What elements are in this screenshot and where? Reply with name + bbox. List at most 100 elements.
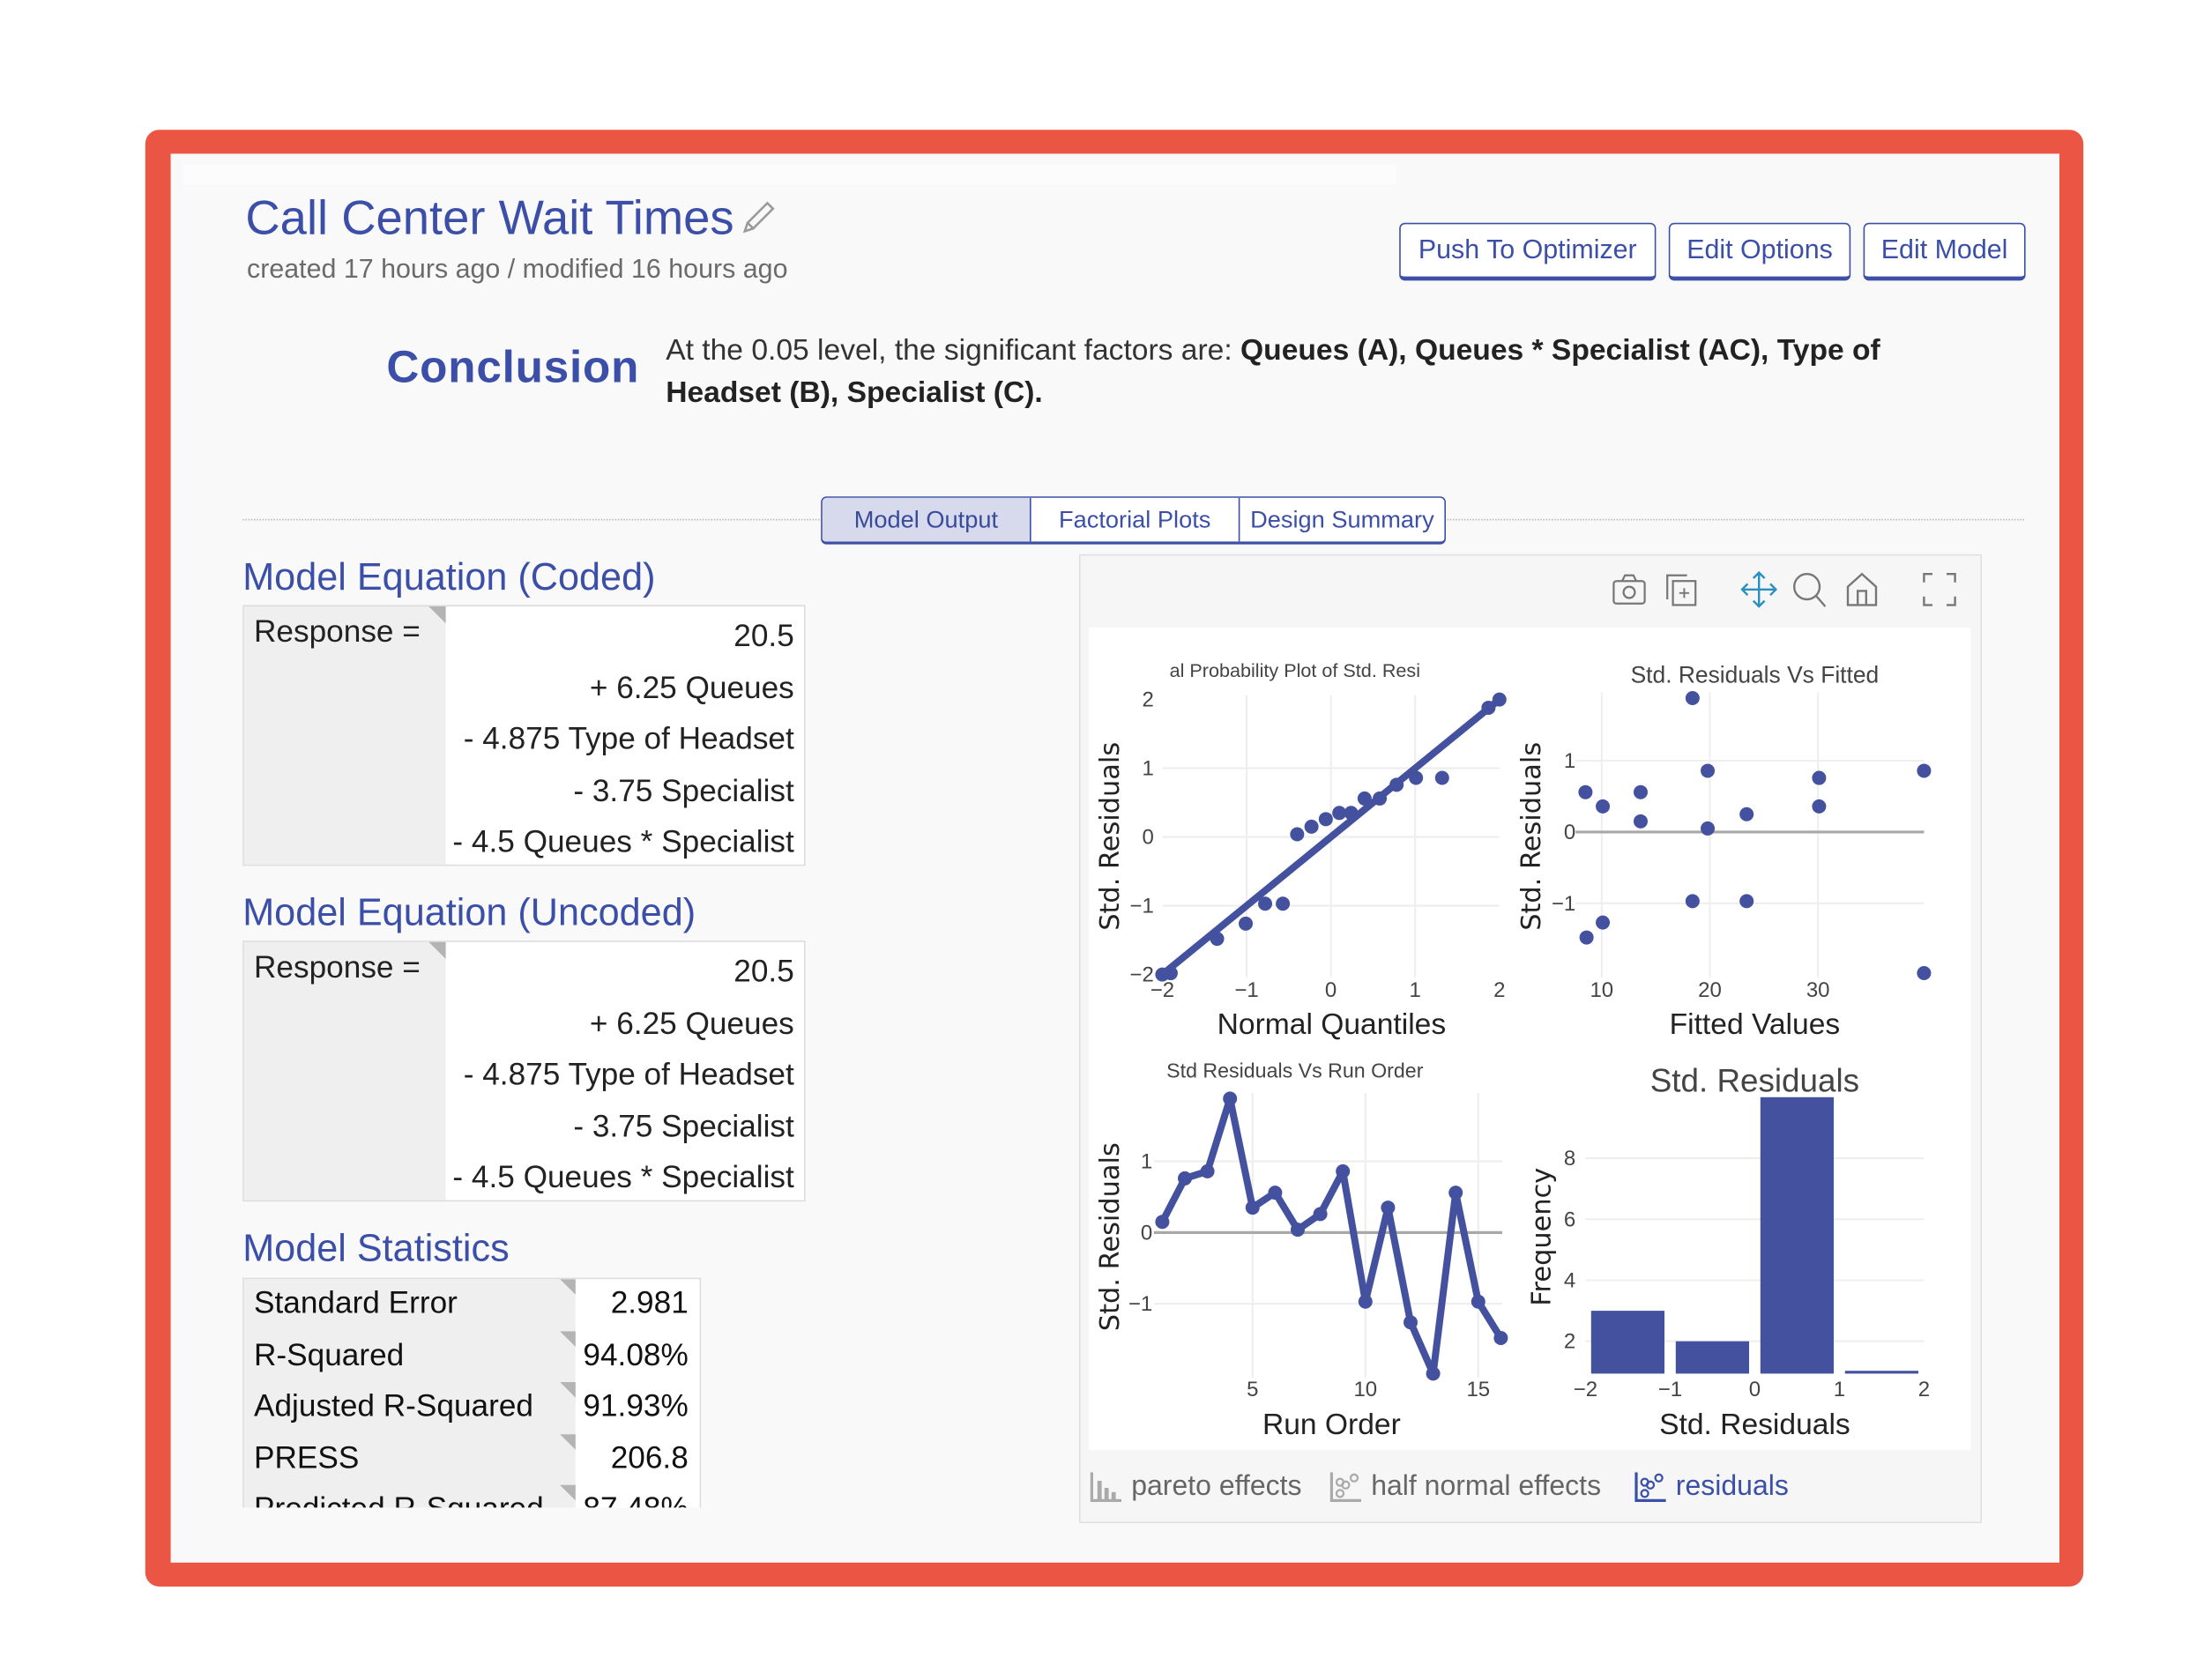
y-tick-label: −1: [1552, 892, 1575, 916]
y-axis-label: Frequency: [1526, 1168, 1557, 1306]
bar-chart-icon: [1090, 1472, 1122, 1503]
edit-model-button[interactable]: Edit Model: [1863, 222, 2026, 281]
data-point: [1258, 896, 1273, 911]
x-tick-label: 0: [1749, 1378, 1761, 1401]
x-axis-label: Run Order: [1262, 1409, 1401, 1441]
stat-label: PRESS: [254, 1438, 360, 1475]
data-point: [1318, 812, 1333, 827]
stat-value: 94.08%: [583, 1336, 689, 1372]
data-point: [1633, 814, 1648, 829]
x-axis-label: Std. Residuals: [1659, 1409, 1850, 1441]
model-statistics-title: Model Statistics: [242, 1227, 510, 1269]
plot-tab-residuals[interactable]: residuals: [1634, 1469, 1789, 1503]
x-tick-label: 1: [1834, 1378, 1845, 1401]
x-tick-label: 2: [1918, 1378, 1930, 1401]
stat-label: Adjusted R-Squared: [254, 1387, 533, 1424]
data-point: [1381, 1201, 1396, 1215]
data-point: [1245, 1201, 1260, 1215]
plot-tab-half-normal-effects[interactable]: half normal effects: [1329, 1469, 1601, 1503]
uncoded-equation-title: Model Equation (Uncoded): [242, 891, 696, 934]
plot-tab-pareto-effects[interactable]: pareto effects: [1089, 1469, 1302, 1503]
stat-label: R-Squared: [254, 1336, 405, 1372]
data-point: [1223, 1091, 1238, 1106]
uncoded-equation-table: Response = 20.5 + 6.25 Queues - 4.875 Ty…: [242, 940, 806, 1202]
zoom-icon[interactable]: [1791, 571, 1828, 608]
equation-term: - 4.875 Type of Headset: [463, 720, 794, 756]
x-tick-label: −1: [1658, 1378, 1682, 1401]
data-point: [1304, 819, 1319, 834]
data-point: [1373, 791, 1388, 806]
data-point: [1685, 894, 1700, 909]
stat-value: 206.8: [610, 1438, 689, 1475]
y-tick-label: 1: [1564, 749, 1575, 773]
data-point: [1579, 930, 1594, 945]
stat-row: Adjusted R-Squared 91.93%: [243, 1382, 700, 1434]
y-tick-label: 4: [1564, 1268, 1575, 1292]
data-point: [1917, 763, 1932, 778]
x-tick-label: 5: [1247, 1378, 1258, 1401]
data-point: [1434, 770, 1449, 785]
stat-row: Standard Error 2.981: [243, 1279, 700, 1331]
scatter-icon: [1329, 1472, 1362, 1503]
corner-marker: [560, 1433, 576, 1449]
data-point: [1268, 1186, 1283, 1201]
edit-options-button[interactable]: Edit Options: [1668, 222, 1851, 281]
data-point: [1493, 1330, 1508, 1345]
tab-model-output[interactable]: Model Output: [822, 497, 1031, 542]
equation-term: + 6.25 Queues: [589, 1005, 794, 1040]
coded-equation-title: Model Equation (Coded): [242, 555, 656, 598]
data-point: [1739, 807, 1754, 821]
data-point: [1210, 932, 1225, 947]
data-point: [1471, 1294, 1485, 1309]
conclusion-heading: Conclusion: [386, 341, 640, 392]
x-axis-label: Fitted Values: [1670, 1008, 1841, 1041]
data-point: [1426, 1366, 1441, 1381]
pan-icon[interactable]: [1740, 571, 1777, 608]
data-point: [1578, 784, 1593, 799]
x-tick-label: −1: [1234, 978, 1258, 1002]
y-tick-label: 0: [1142, 826, 1153, 850]
y-tick-label: 1: [1141, 1150, 1152, 1174]
tab-factorial-plots[interactable]: Factorial Plots: [1031, 497, 1240, 542]
scatter-icon: [1634, 1472, 1666, 1503]
equation-term: - 3.75 Specialist: [573, 1107, 794, 1143]
histogram-bar: [1844, 1371, 1918, 1374]
equation-lhs: Response =: [254, 948, 421, 985]
x-tick-label: 2: [1493, 978, 1505, 1002]
data-point: [1336, 1163, 1351, 1178]
equation-term: - 4.5 Queues * Specialist: [452, 823, 794, 859]
equation-term: 20.5: [733, 953, 794, 989]
x-tick-label: 20: [1698, 978, 1722, 1002]
histogram-bar: [1590, 1311, 1664, 1374]
timestamps: created 17 hours ago / modified 16 hours…: [247, 255, 788, 286]
y-axis-label: Std. Residuals: [1095, 1142, 1126, 1331]
data-point: [1389, 777, 1404, 792]
data-point: [1812, 770, 1827, 785]
chart-title: Std. Residuals: [1650, 1062, 1859, 1098]
push-to-optimizer-button[interactable]: Push To Optimizer: [1399, 222, 1657, 281]
x-tick-label: 15: [1466, 1378, 1490, 1401]
chart-title: al Probability Plot of Std. Resi: [1170, 659, 1420, 681]
home-icon[interactable]: [1843, 571, 1880, 608]
x-tick-label: 1: [1410, 978, 1421, 1002]
coded-equation-table: Response = 20.5 + 6.25 Queues - 4.875 Ty…: [242, 605, 806, 868]
data-point: [1313, 1207, 1328, 1222]
data-point: [1358, 1294, 1373, 1309]
x-tick-label: −2: [1574, 1378, 1597, 1401]
corner-marker: [428, 606, 446, 624]
series-line: [1158, 1095, 1504, 1378]
data-point: [1596, 915, 1611, 930]
x-tick-label: 0: [1325, 978, 1337, 1002]
camera-icon[interactable]: [1611, 571, 1648, 608]
corner-marker: [560, 1382, 576, 1398]
edit-pencil-icon[interactable]: [738, 199, 778, 239]
equation-terms: 20.5 + 6.25 Queues - 4.875 Type of Heads…: [452, 611, 793, 868]
data-point: [1812, 799, 1827, 814]
data-point: [1739, 894, 1754, 909]
tab-design-summary[interactable]: Design Summary: [1250, 505, 1434, 532]
copy-icon[interactable]: [1663, 571, 1700, 608]
equation-lhs-cell: Response =: [243, 941, 446, 1201]
corner-marker: [560, 1484, 576, 1501]
fullscreen-icon[interactable]: [1921, 571, 1958, 608]
equation-term: 20.5: [733, 617, 794, 653]
